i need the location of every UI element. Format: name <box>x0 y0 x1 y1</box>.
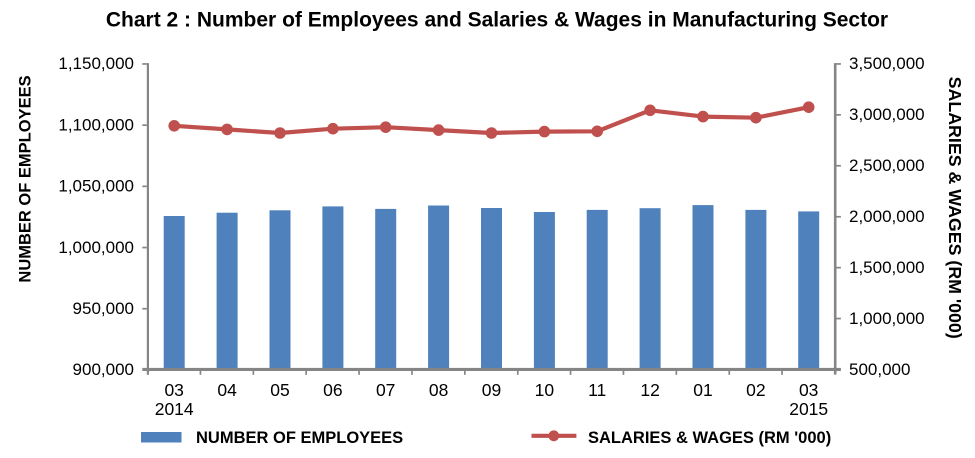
svg-text:04: 04 <box>217 380 237 400</box>
svg-text:SALARIES & WAGES (RM '000): SALARIES & WAGES (RM '000) <box>588 429 831 447</box>
svg-text:1,000,000: 1,000,000 <box>849 309 925 328</box>
svg-text:NUMBER OF EMPLOYEES: NUMBER OF EMPLOYEES <box>17 75 35 282</box>
svg-text:NUMBER OF EMPLOYEES: NUMBER OF EMPLOYEES <box>196 429 403 447</box>
svg-text:12: 12 <box>640 380 659 400</box>
svg-text:1,000,000: 1,000,000 <box>58 238 134 257</box>
svg-text:09: 09 <box>482 380 501 400</box>
svg-text:950,000: 950,000 <box>73 299 134 318</box>
svg-text:06: 06 <box>323 380 342 400</box>
svg-text:1,150,000: 1,150,000 <box>58 54 134 73</box>
svg-text:2,000,000: 2,000,000 <box>849 207 925 226</box>
svg-text:Chart 2 : Number of Employees: Chart 2 : Number of Employees and Salari… <box>106 9 888 32</box>
svg-text:2,500,000: 2,500,000 <box>849 156 925 175</box>
svg-text:03: 03 <box>164 380 183 400</box>
svg-text:2014: 2014 <box>155 399 194 419</box>
svg-text:900,000: 900,000 <box>73 360 134 379</box>
svg-text:02: 02 <box>746 380 765 400</box>
svg-text:03: 03 <box>799 380 818 400</box>
svg-text:05: 05 <box>270 380 289 400</box>
svg-text:11: 11 <box>588 380 606 400</box>
svg-text:2015: 2015 <box>789 399 828 419</box>
svg-text:08: 08 <box>429 380 448 400</box>
svg-text:500,000: 500,000 <box>849 360 910 379</box>
svg-text:3,500,000: 3,500,000 <box>849 54 925 73</box>
svg-text:01: 01 <box>693 380 712 400</box>
svg-text:1,100,000: 1,100,000 <box>58 115 134 134</box>
svg-text:10: 10 <box>535 380 555 400</box>
svg-text:3,000,000: 3,000,000 <box>849 105 925 124</box>
svg-text:1,050,000: 1,050,000 <box>58 177 134 196</box>
svg-text:07: 07 <box>376 380 395 400</box>
svg-text:1,500,000: 1,500,000 <box>849 258 925 277</box>
svg-text:SALARIES & WAGES (RM '000): SALARIES & WAGES (RM '000) <box>945 77 965 339</box>
